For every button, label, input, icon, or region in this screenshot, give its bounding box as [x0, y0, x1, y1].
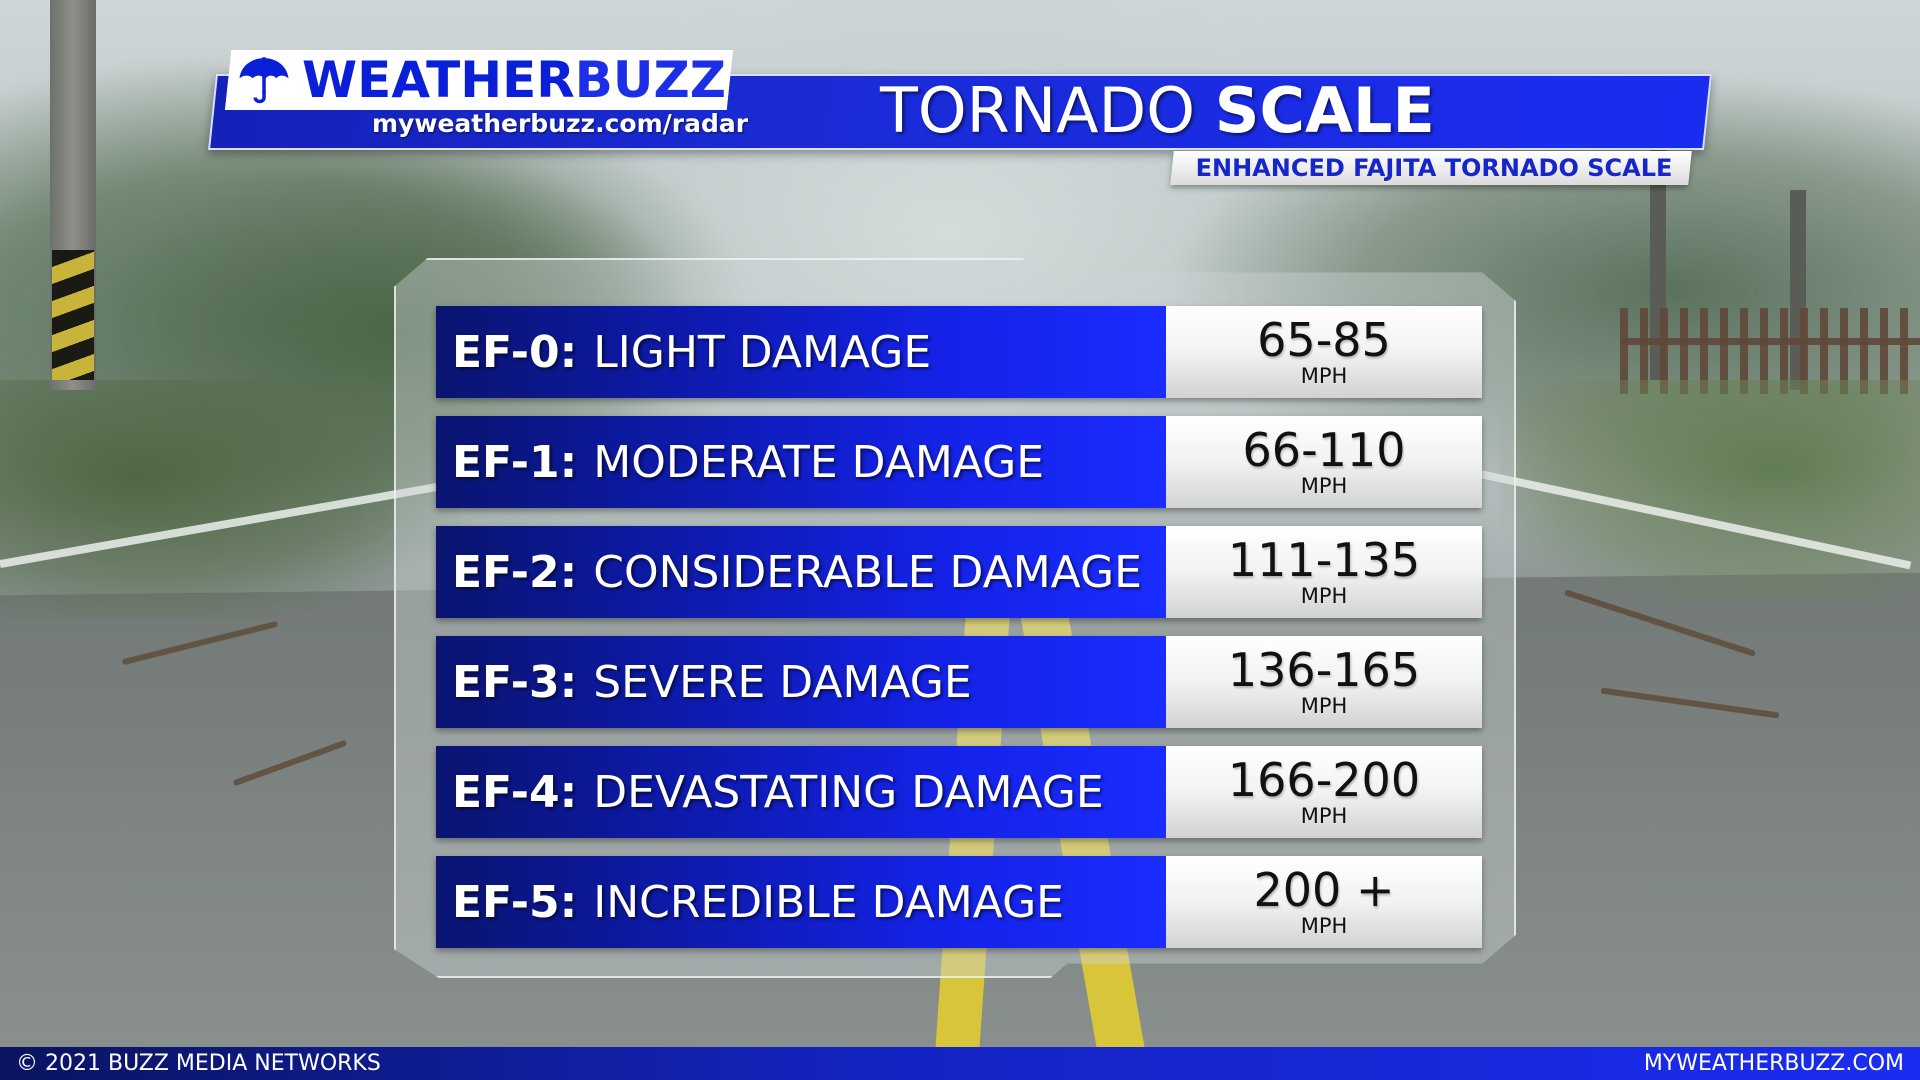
- roadside-grass-left: [0, 380, 460, 620]
- ef-rating: EF-0: [452, 326, 560, 378]
- wind-speed: 111-135: [1227, 533, 1421, 587]
- separator: :: [559, 656, 578, 708]
- wind-speed: 65-85: [1257, 313, 1391, 367]
- damage-description: DEVASTATING DAMAGE: [593, 766, 1104, 818]
- separator: :: [559, 766, 578, 818]
- logo-wordmark: WEATHERBUZZ: [302, 55, 726, 105]
- row-label: EF-4: DEVASTATING DAMAGE: [436, 746, 1166, 838]
- scale-row-ef1: EF-1: MODERATE DAMAGE 66-110 MPH: [436, 416, 1482, 508]
- logo-word-buzz: BUZZ: [574, 51, 726, 109]
- pole-warning-stripes: [52, 250, 94, 380]
- damage-description: INCREDIBLE DAMAGE: [593, 876, 1064, 928]
- wooden-fence: [1620, 308, 1920, 394]
- wind-speed-cell: 66-110 MPH: [1166, 416, 1482, 508]
- row-label: EF-0: LIGHT DAMAGE: [436, 306, 1166, 398]
- fence-rail: [1620, 338, 1920, 345]
- radar-url: myweatherbuzz.com/radar: [372, 109, 749, 138]
- scale-row-ef4: EF-4: DEVASTATING DAMAGE 166-200 MPH: [436, 746, 1482, 838]
- footer-bar: © 2021 BUZZ MEDIA NETWORKS MYWEATHERBUZZ…: [0, 1047, 1920, 1080]
- row-label: EF-3: SEVERE DAMAGE: [436, 636, 1166, 728]
- wind-speed: 136-165: [1227, 643, 1421, 697]
- copyright-text: © 2021 BUZZ MEDIA NETWORKS: [16, 1051, 381, 1076]
- separator: :: [559, 436, 578, 488]
- ef-rating: EF-3: [452, 656, 560, 708]
- speed-unit: MPH: [1300, 364, 1348, 388]
- page-title: TORNADO SCALE: [880, 76, 1600, 146]
- speed-unit: MPH: [1300, 694, 1348, 718]
- damage-description: SEVERE DAMAGE: [593, 656, 972, 708]
- title-word-tornado: TORNADO: [880, 74, 1215, 147]
- subtitle: ENHANCED FAJITA TORNADO SCALE: [1195, 154, 1673, 182]
- ef-rating: EF-4: [452, 766, 560, 818]
- umbrella-icon: [239, 57, 289, 104]
- logo-word-weather: WEATHER: [302, 51, 575, 109]
- wind-speed: 200 +: [1253, 863, 1395, 917]
- speed-unit: MPH: [1300, 804, 1348, 828]
- damage-description: CONSIDERABLE DAMAGE: [593, 546, 1142, 598]
- damage-description: LIGHT DAMAGE: [593, 326, 932, 378]
- damage-description: MODERATE DAMAGE: [593, 436, 1045, 488]
- scale-row-ef3: EF-3: SEVERE DAMAGE 136-165 MPH: [436, 636, 1482, 728]
- scale-row-ef2: EF-2: CONSIDERABLE DAMAGE 111-135 MPH: [436, 526, 1482, 618]
- row-label: EF-1: MODERATE DAMAGE: [436, 416, 1166, 508]
- ef-rating: EF-1: [452, 436, 560, 488]
- row-label: EF-5: INCREDIBLE DAMAGE: [436, 856, 1166, 948]
- speed-unit: MPH: [1300, 584, 1348, 608]
- row-label: EF-2: CONSIDERABLE DAMAGE: [436, 526, 1166, 618]
- wind-speed-cell: 65-85 MPH: [1166, 306, 1482, 398]
- separator: :: [559, 326, 578, 378]
- wind-speed-cell: 166-200 MPH: [1166, 746, 1482, 838]
- wind-speed: 166-200: [1227, 753, 1421, 807]
- wind-speed-cell: 200 + MPH: [1166, 856, 1482, 948]
- ef-rating: EF-2: [452, 546, 560, 598]
- ef-rating: EF-5: [452, 876, 560, 928]
- scale-row-ef0: EF-0: LIGHT DAMAGE 65-85 MPH: [436, 306, 1482, 398]
- wind-speed-cell: 136-165 MPH: [1166, 636, 1482, 728]
- wind-speed-cell: 111-135 MPH: [1166, 526, 1482, 618]
- wind-speed: 66-110: [1242, 423, 1406, 477]
- scale-row-ef5: EF-5: INCREDIBLE DAMAGE 200 + MPH: [436, 856, 1482, 948]
- title-word-scale: SCALE: [1214, 74, 1435, 147]
- speed-unit: MPH: [1300, 914, 1348, 938]
- separator: :: [559, 876, 578, 928]
- separator: :: [559, 546, 578, 598]
- speed-unit: MPH: [1300, 474, 1348, 498]
- brand-logo: WEATHERBUZZ: [236, 52, 726, 108]
- footer-site-url: MYWEATHERBUZZ.COM: [1643, 1051, 1904, 1076]
